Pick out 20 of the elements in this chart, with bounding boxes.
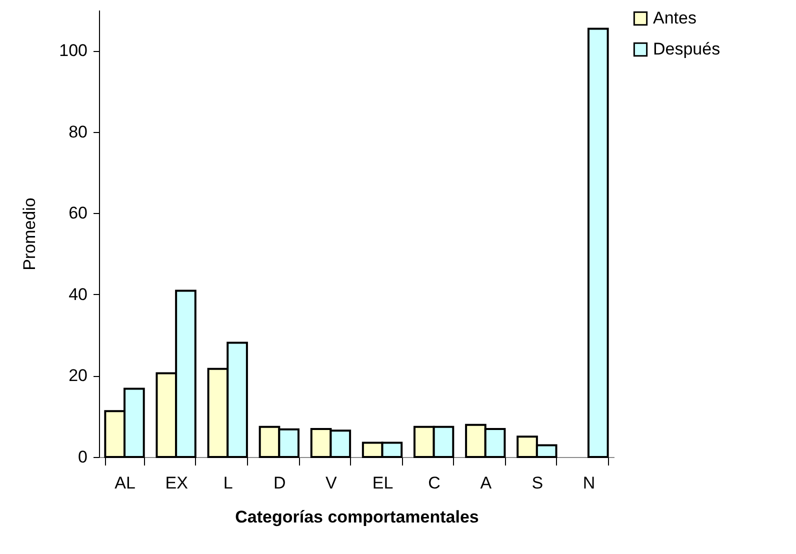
y-tick-label: 40 bbox=[68, 284, 88, 304]
legend-label: Antes bbox=[653, 8, 696, 28]
x-tick-label: V bbox=[326, 474, 338, 492]
x-tick-label: C bbox=[428, 474, 440, 492]
x-tick-label: N bbox=[582, 474, 596, 492]
y-tick-label: 0 bbox=[78, 448, 88, 466]
x-tick-label: L bbox=[223, 474, 233, 492]
x-axis-title: Categorías comportamentales bbox=[235, 508, 479, 526]
x-tick-label: D bbox=[274, 474, 286, 492]
x-tick-label: S bbox=[532, 474, 544, 492]
x-tick-label: AL bbox=[114, 474, 136, 492]
y-tick-label: 60 bbox=[68, 204, 88, 223]
legend-label: Después bbox=[653, 40, 720, 58]
x-tick-label: EL bbox=[372, 474, 394, 492]
y-tick-label: 20 bbox=[68, 366, 88, 386]
y-tick-label: 80 bbox=[68, 122, 88, 142]
y-axis-title: Promedio bbox=[20, 198, 40, 270]
x-tick-label: EX bbox=[165, 474, 188, 492]
y-tick-label: 100 bbox=[59, 41, 88, 60]
x-tick-label: A bbox=[480, 474, 492, 492]
